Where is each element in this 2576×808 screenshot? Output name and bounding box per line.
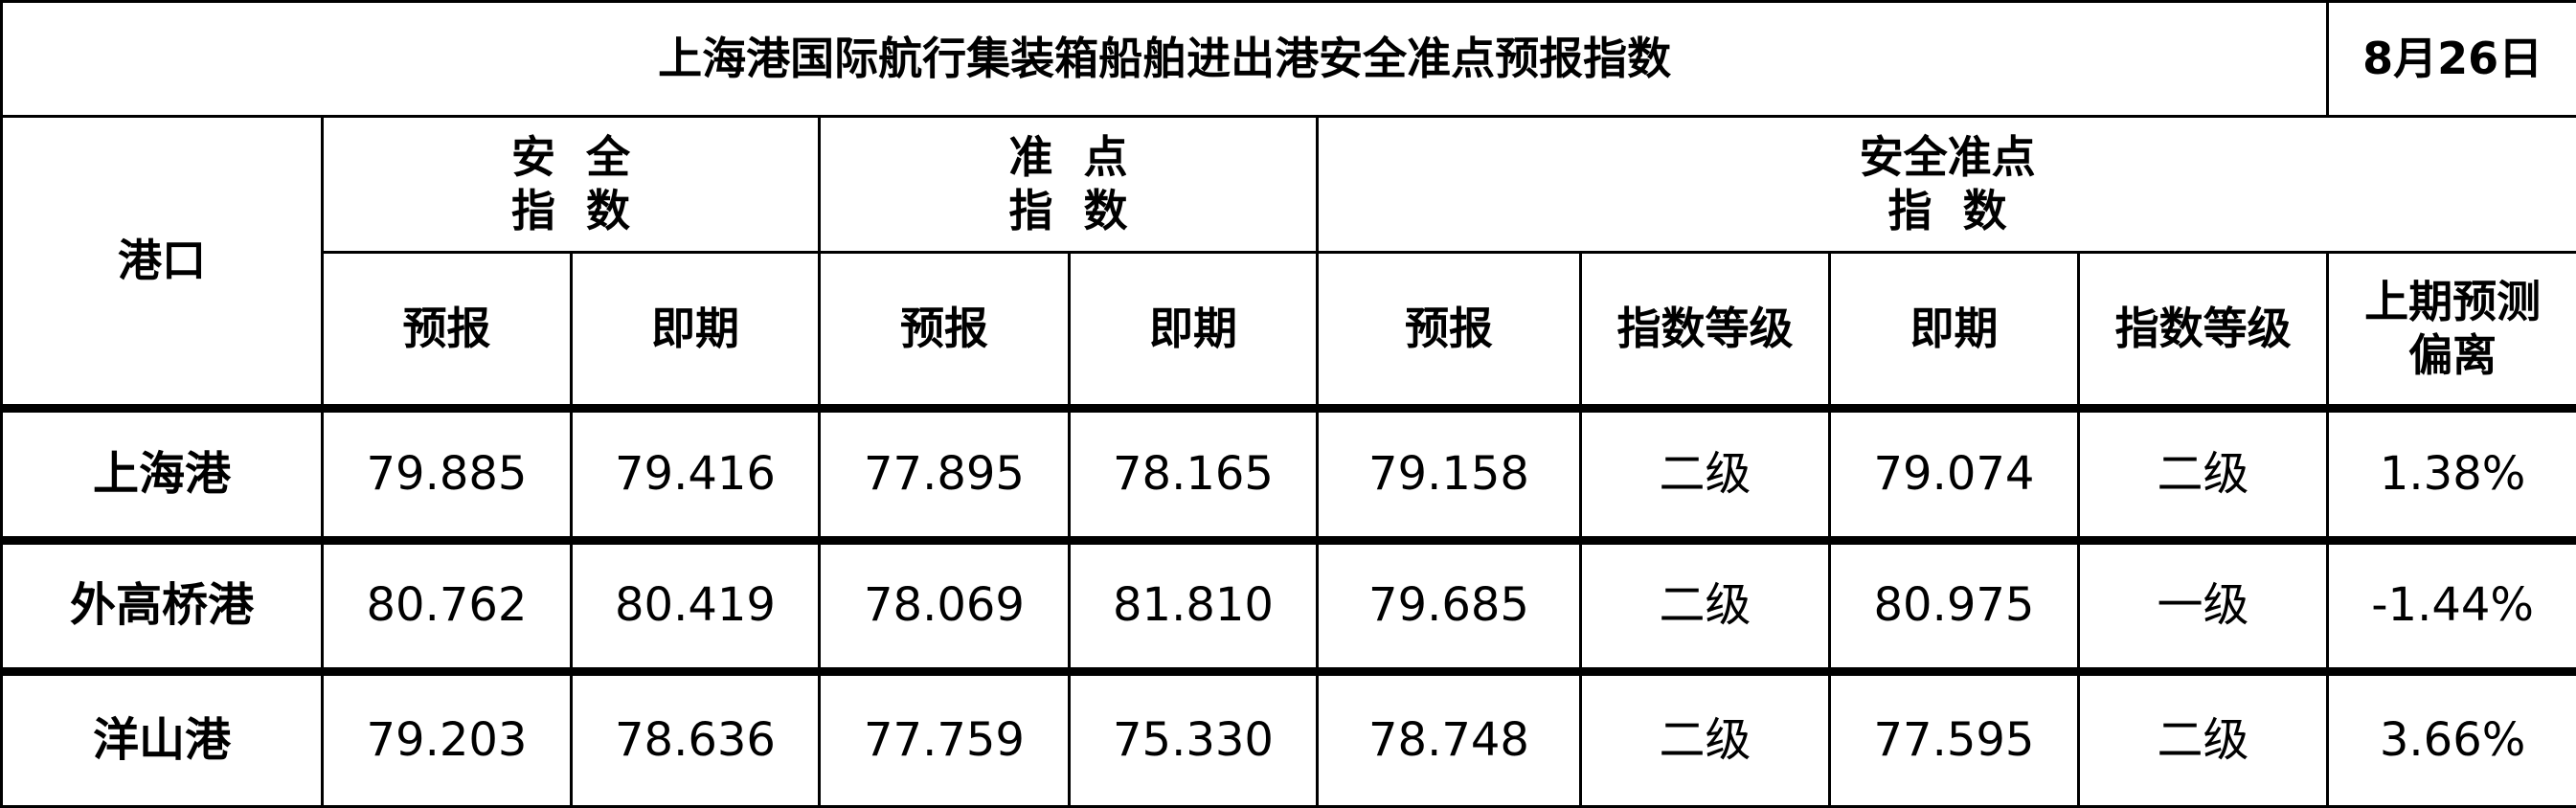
header-line: 指 数 bbox=[1319, 185, 2576, 237]
table-cell: 二级 bbox=[2079, 409, 2328, 541]
table-cell: 一级 bbox=[2079, 541, 2328, 672]
header-line: 指 数 bbox=[821, 185, 1316, 237]
header-line: 安全准点 bbox=[1319, 131, 2576, 184]
table-cell: 78.069 bbox=[820, 541, 1070, 672]
table-cell: 78.165 bbox=[1070, 409, 1318, 541]
header-line: 指 数 bbox=[324, 185, 818, 237]
subheader-current: 即期 bbox=[1070, 253, 1318, 409]
table-cell: 80.762 bbox=[323, 541, 572, 672]
table-cell: 二级 bbox=[1581, 541, 1830, 672]
table-cell: 79.685 bbox=[1318, 541, 1581, 672]
port-header: 港口 bbox=[2, 117, 323, 409]
header-line: 准 点 bbox=[821, 131, 1316, 184]
safety-punctuality-index-header: 安全准点指 数 bbox=[1318, 117, 2576, 253]
date-label: 8月26日 bbox=[2328, 2, 2576, 117]
punctuality-index-header: 准 点指 数 bbox=[820, 117, 1318, 253]
table-cell: 79.203 bbox=[323, 672, 572, 807]
table-cell: 78.636 bbox=[572, 672, 820, 807]
subheader-current: 即期 bbox=[572, 253, 820, 409]
table-cell: 77.895 bbox=[820, 409, 1070, 541]
table-cell: 3.66% bbox=[2328, 672, 2576, 807]
header-line: 上期预测 bbox=[2329, 276, 2576, 328]
port-name: 上海港 bbox=[2, 409, 323, 541]
table-cell: 75.330 bbox=[1070, 672, 1318, 807]
port-name: 外高桥港 bbox=[2, 541, 323, 672]
table-cell: 81.810 bbox=[1070, 541, 1318, 672]
subheader-grade: 指数等级 bbox=[1581, 253, 1830, 409]
table-cell: 80.419 bbox=[572, 541, 820, 672]
subheader-forecast: 预报 bbox=[323, 253, 572, 409]
subheader-current: 即期 bbox=[1830, 253, 2079, 409]
table-cell: 二级 bbox=[2079, 672, 2328, 807]
subheader-forecast: 预报 bbox=[1318, 253, 1581, 409]
table-cell: 二级 bbox=[1581, 672, 1830, 807]
port-name: 洋山港 bbox=[2, 672, 323, 807]
subheader-deviation: 上期预测偏离 bbox=[2328, 253, 2576, 409]
table-cell: 80.975 bbox=[1830, 541, 2079, 672]
subheader-forecast: 预报 bbox=[820, 253, 1070, 409]
table-cell: 二级 bbox=[1581, 409, 1830, 541]
subheader-grade: 指数等级 bbox=[2079, 253, 2328, 409]
header-line: 安 全 bbox=[324, 131, 818, 184]
table-cell: 78.748 bbox=[1318, 672, 1581, 807]
table-cell: 77.759 bbox=[820, 672, 1070, 807]
table-cell: 77.595 bbox=[1830, 672, 2079, 807]
table-cell: 1.38% bbox=[2328, 409, 2576, 541]
table-title: 上海港国际航行集装箱船舶进出港安全准点预报指数 bbox=[2, 2, 2328, 117]
table-cell: 79.885 bbox=[323, 409, 572, 541]
table-cell: -1.44% bbox=[2328, 541, 2576, 672]
header-line: 偏离 bbox=[2329, 329, 2576, 382]
table-cell: 79.074 bbox=[1830, 409, 2079, 541]
safety-index-header: 安 全指 数 bbox=[323, 117, 820, 253]
table-cell: 79.158 bbox=[1318, 409, 1581, 541]
table-cell: 79.416 bbox=[572, 409, 820, 541]
